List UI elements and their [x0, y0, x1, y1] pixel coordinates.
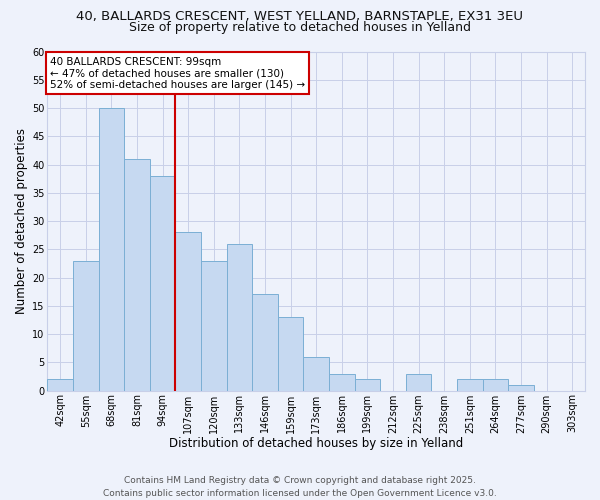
Bar [98, 108, 124, 391]
Bar [201, 260, 227, 390]
X-axis label: Distribution of detached houses by size in Yelland: Distribution of detached houses by size … [169, 437, 463, 450]
Bar [457, 380, 482, 390]
Bar [252, 294, 278, 390]
Text: Contains HM Land Registry data © Crown copyright and database right 2025.
Contai: Contains HM Land Registry data © Crown c… [103, 476, 497, 498]
Text: Size of property relative to detached houses in Yelland: Size of property relative to detached ho… [129, 21, 471, 34]
Bar [482, 380, 508, 390]
Y-axis label: Number of detached properties: Number of detached properties [15, 128, 28, 314]
Bar [124, 159, 150, 390]
Text: 40 BALLARDS CRESCENT: 99sqm
← 47% of detached houses are smaller (130)
52% of se: 40 BALLARDS CRESCENT: 99sqm ← 47% of det… [50, 56, 305, 90]
Bar [47, 380, 73, 390]
Bar [278, 317, 304, 390]
Bar [150, 176, 175, 390]
Bar [227, 244, 252, 390]
Bar [175, 232, 201, 390]
Bar [304, 356, 329, 390]
Bar [508, 385, 534, 390]
Bar [73, 260, 98, 390]
Bar [329, 374, 355, 390]
Bar [406, 374, 431, 390]
Bar [355, 380, 380, 390]
Text: 40, BALLARDS CRESCENT, WEST YELLAND, BARNSTAPLE, EX31 3EU: 40, BALLARDS CRESCENT, WEST YELLAND, BAR… [77, 10, 523, 23]
